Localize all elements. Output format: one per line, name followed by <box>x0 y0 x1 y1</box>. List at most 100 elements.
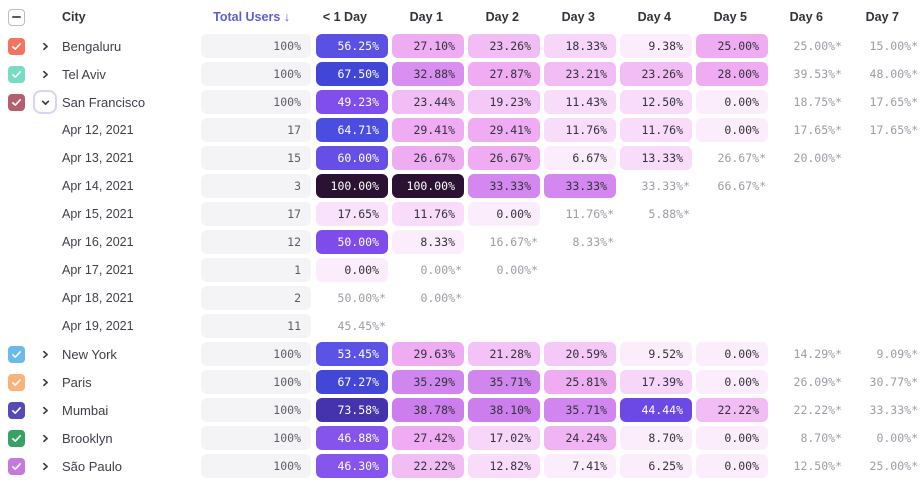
collapse-row-button[interactable] <box>33 90 57 114</box>
retention-cell-day4[interactable]: 9.52% <box>620 342 692 366</box>
retention-cell-day0[interactable]: 67.50% <box>316 62 388 86</box>
retention-cell-day5[interactable]: 0.00% <box>696 426 768 450</box>
select-all-checkbox[interactable] <box>8 8 25 26</box>
retention-cell-day2[interactable]: 38.10% <box>468 398 540 422</box>
expand-row-button[interactable] <box>33 398 57 422</box>
retention-cell-day5[interactable]: 25.00% <box>696 34 768 58</box>
retention-cell-day5[interactable]: 0.00% <box>696 90 768 114</box>
retention-cell-day0[interactable]: 49.23% <box>316 90 388 114</box>
retention-cell-day4[interactable]: 9.38% <box>620 34 692 58</box>
column-header-day5[interactable]: Day 5 <box>713 10 747 24</box>
retention-cell-day3[interactable]: 7.41% <box>544 454 616 478</box>
retention-cell-day0[interactable]: 56.25% <box>316 34 388 58</box>
column-header-day0[interactable]: < 1 Day <box>322 10 367 24</box>
retention-cell-day0[interactable]: 100.00% <box>316 174 388 198</box>
retention-cell-day5[interactable]: 0.00% <box>696 342 768 366</box>
retention-cell-day1[interactable]: 27.10% <box>392 34 464 58</box>
retention-cell-day3[interactable]: 11.43% <box>544 90 616 114</box>
retention-cell-day1[interactable]: 23.44% <box>392 90 464 114</box>
retention-cell-day3[interactable]: 33.33% <box>544 174 616 198</box>
retention-cell-day2[interactable]: 33.33% <box>468 174 540 198</box>
retention-cell-day3[interactable]: 6.67% <box>544 146 616 170</box>
retention-cell-day0[interactable]: 60.00% <box>316 146 388 170</box>
retention-cell-day2[interactable]: 12.82% <box>468 454 540 478</box>
row-checkbox[interactable] <box>8 345 25 363</box>
retention-cell-day4[interactable]: 12.50% <box>620 90 692 114</box>
retention-cell-day0[interactable]: 67.27% <box>316 370 388 394</box>
total-users-cell: 100% <box>201 454 311 478</box>
retention-cell-day1[interactable]: 26.67% <box>392 146 464 170</box>
retention-cell-day5[interactable]: 0.00% <box>696 118 768 142</box>
retention-cell-day3[interactable]: 35.71% <box>544 398 616 422</box>
retention-cell-day2[interactable]: 27.87% <box>468 62 540 86</box>
row-checkbox[interactable] <box>8 429 25 447</box>
column-header-day7[interactable]: Day 7 <box>865 10 899 24</box>
expand-row-button[interactable] <box>33 62 57 86</box>
retention-cell-day2[interactable]: 26.67% <box>468 146 540 170</box>
expand-row-button[interactable] <box>33 426 57 450</box>
retention-cell-day3[interactable]: 24.24% <box>544 426 616 450</box>
retention-cell-day3[interactable]: 18.33% <box>544 34 616 58</box>
retention-cell-day4[interactable]: 6.25% <box>620 454 692 478</box>
retention-cell-day3[interactable]: 20.59% <box>544 342 616 366</box>
retention-cell-day1[interactable]: 22.22% <box>392 454 464 478</box>
column-header-day1[interactable]: Day 1 <box>409 10 443 24</box>
retention-cell-day5[interactable]: 28.00% <box>696 62 768 86</box>
column-header-day2[interactable]: Day 2 <box>485 10 519 24</box>
retention-cell-day4[interactable]: 44.44% <box>620 398 692 422</box>
retention-cell-day2[interactable]: 0.00% <box>468 202 540 226</box>
retention-cell-day2[interactable]: 19.23% <box>468 90 540 114</box>
retention-cell-day6: 20.00%* <box>793 151 842 165</box>
retention-cell-day1[interactable]: 100.00% <box>392 174 464 198</box>
retention-cell-day2[interactable]: 21.28% <box>468 342 540 366</box>
empty-cell-day5 <box>696 258 768 282</box>
retention-cell-day1[interactable]: 32.88% <box>392 62 464 86</box>
retention-cell-day1[interactable]: 27.42% <box>392 426 464 450</box>
retention-cell-day2[interactable]: 35.71% <box>468 370 540 394</box>
retention-cell-day0[interactable]: 46.30% <box>316 454 388 478</box>
retention-cell-day3[interactable]: 11.76% <box>544 118 616 142</box>
column-header-day3[interactable]: Day 3 <box>561 10 595 24</box>
retention-cell-day4[interactable]: 13.33% <box>620 146 692 170</box>
row-checkbox[interactable] <box>8 401 25 419</box>
row-checkbox[interactable] <box>8 65 25 83</box>
column-header-total-users[interactable]: Total Users ↓ <box>213 10 290 24</box>
retention-cell-day4[interactable]: 17.39% <box>620 370 692 394</box>
expand-row-button[interactable] <box>33 370 57 394</box>
retention-cell-day3[interactable]: 25.81% <box>544 370 616 394</box>
retention-cell-day1[interactable]: 8.33% <box>392 230 464 254</box>
expand-row-button[interactable] <box>33 34 57 58</box>
retention-cell-day1: 0.00%* <box>420 291 462 305</box>
retention-cell-day5[interactable]: 22.22% <box>696 398 768 422</box>
retention-cell-day0[interactable]: 46.88% <box>316 426 388 450</box>
retention-cell-day2[interactable]: 23.26% <box>468 34 540 58</box>
retention-cell-day2[interactable]: 29.41% <box>468 118 540 142</box>
retention-cell-day0[interactable]: 53.45% <box>316 342 388 366</box>
retention-cell-day4[interactable]: 23.26% <box>620 62 692 86</box>
retention-cell-day1[interactable]: 35.29% <box>392 370 464 394</box>
retention-cell-day3[interactable]: 23.21% <box>544 62 616 86</box>
column-header-day6[interactable]: Day 6 <box>789 10 823 24</box>
expand-row-button[interactable] <box>33 454 57 478</box>
retention-cell-day1[interactable]: 29.63% <box>392 342 464 366</box>
expand-row-button[interactable] <box>33 342 57 366</box>
row-checkbox[interactable] <box>8 457 25 475</box>
column-header-day4[interactable]: Day 4 <box>637 10 671 24</box>
retention-cell-day4[interactable]: 8.70% <box>620 426 692 450</box>
retention-cell-day1[interactable]: 38.78% <box>392 398 464 422</box>
column-header-city[interactable]: City <box>62 10 86 24</box>
retention-cell-day0[interactable]: 0.00% <box>316 258 388 282</box>
retention-cell-day0[interactable]: 73.58% <box>316 398 388 422</box>
row-checkbox[interactable] <box>8 373 25 391</box>
retention-cell-day4[interactable]: 11.76% <box>620 118 692 142</box>
retention-cell-day5[interactable]: 0.00% <box>696 454 768 478</box>
row-checkbox[interactable] <box>8 93 25 111</box>
retention-cell-day0[interactable]: 64.71% <box>316 118 388 142</box>
retention-cell-day1[interactable]: 29.41% <box>392 118 464 142</box>
retention-cell-day5[interactable]: 0.00% <box>696 370 768 394</box>
retention-cell-day0[interactable]: 50.00% <box>316 230 388 254</box>
row-checkbox[interactable] <box>8 37 25 55</box>
retention-cell-day2[interactable]: 17.02% <box>468 426 540 450</box>
retention-cell-day0[interactable]: 17.65% <box>316 202 388 226</box>
retention-cell-day1[interactable]: 11.76% <box>392 202 464 226</box>
